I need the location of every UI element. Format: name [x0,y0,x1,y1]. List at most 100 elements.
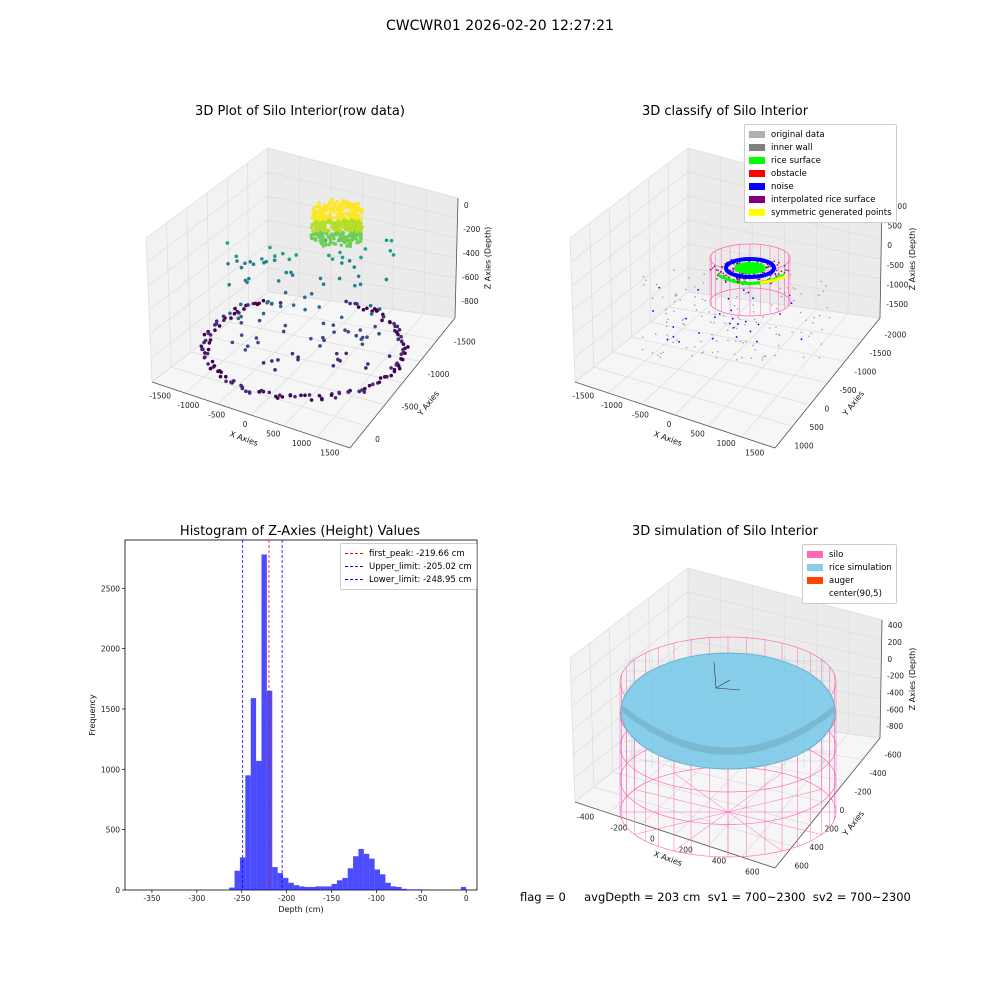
legend-label: obstacle [771,168,807,179]
interpolated-point [719,271,722,273]
data-point [272,258,277,263]
data-point [257,389,262,394]
noise-point [737,323,739,325]
data-point [377,307,382,311]
noise-point [666,338,669,341]
interpolated-point [738,277,741,280]
data-point [328,218,333,223]
legend-label: auger [829,575,854,586]
data-point [318,239,323,243]
data-point [242,307,246,311]
legend-entry: original data [749,128,892,141]
data-point [344,235,349,239]
interpolated-point [783,271,786,274]
data-point [317,221,322,226]
x-tick-label: 500 [266,429,281,438]
x-axis-label: X Axies [228,429,259,448]
original-data-point [645,279,647,281]
data-point [210,359,215,364]
original-data-point [818,356,821,359]
original-data-point [820,280,822,283]
data-point [332,330,336,334]
data-point [329,393,334,398]
simulation-shapes [619,636,837,858]
data-point [356,274,361,279]
data-point [319,208,323,212]
x-axis-label: Depth (cm) [278,905,323,914]
original-data-point [743,279,746,282]
silo-wireframe [673,772,729,813]
data-point [359,337,364,342]
floor-grid-line [687,291,881,319]
original-data-point [736,295,738,298]
silo-wireframe [727,772,783,813]
data-point [330,257,335,261]
x-tick-label: -350 [143,894,160,903]
z-tick-label: 400 [888,621,903,630]
data-point [340,213,345,218]
original-data-point [780,295,783,298]
histogram-bar [261,554,267,890]
original-data-point [726,329,729,331]
data-point [403,351,407,356]
data-point [333,395,338,400]
data-point [274,394,278,399]
z-tick-label: -400 [463,249,480,258]
original-data-point [818,314,821,317]
histogram-bar [288,882,294,890]
data-point [334,351,339,356]
data-point [318,344,322,348]
y-axis-line [774,737,881,869]
original-data-point [681,319,684,322]
data-point [338,236,342,241]
interpolated-point [778,273,780,275]
original-data-point [768,327,771,329]
interpolated-point [722,272,725,275]
histogram-bar [342,877,348,890]
data-point [332,236,336,241]
interpolated-point [773,260,776,263]
data-point [363,247,368,251]
original-data-point [813,316,815,319]
legend-label: original data [771,129,825,140]
noise-point [652,310,654,312]
x-tick-label: 0 [243,420,248,429]
data-point [326,228,330,233]
data-point [270,301,274,306]
original-data-point [792,299,795,302]
histogram-bar [390,886,397,890]
noise-point [685,317,687,320]
interpolated-point [724,279,727,282]
y-tick-label: 2000 [101,645,120,654]
original-data-point [641,336,644,339]
classify-plot-title: 3D classify of Silo Interior [641,104,809,119]
histogram-bar [363,853,370,890]
original-data-point [754,349,756,351]
data-point [251,262,256,266]
histogram-bar [331,883,337,890]
original-data-point [726,275,729,277]
data-point [311,232,316,237]
original-data-point [679,299,682,301]
data-point [389,373,394,378]
noise-point [756,340,758,343]
classify-scatter-points [641,243,831,361]
silo-wireframe [727,789,822,813]
original-data-point [662,351,665,354]
data-point [309,336,313,341]
interpolated-point [767,265,770,267]
legend-entry: Upper_limit: -205.02 cm [345,560,472,573]
data-point [396,364,401,368]
data-point [267,390,272,395]
data-point [356,305,361,309]
histogram-bar [336,880,343,890]
data-point [338,359,342,363]
data-point [353,236,358,241]
original-data-point [704,299,706,302]
data-point [333,220,337,225]
original-data-point [683,323,686,326]
interpolated-point [716,278,718,280]
z-axis-line [879,619,883,739]
data-point [208,338,213,342]
floor-grid-line [316,313,425,438]
